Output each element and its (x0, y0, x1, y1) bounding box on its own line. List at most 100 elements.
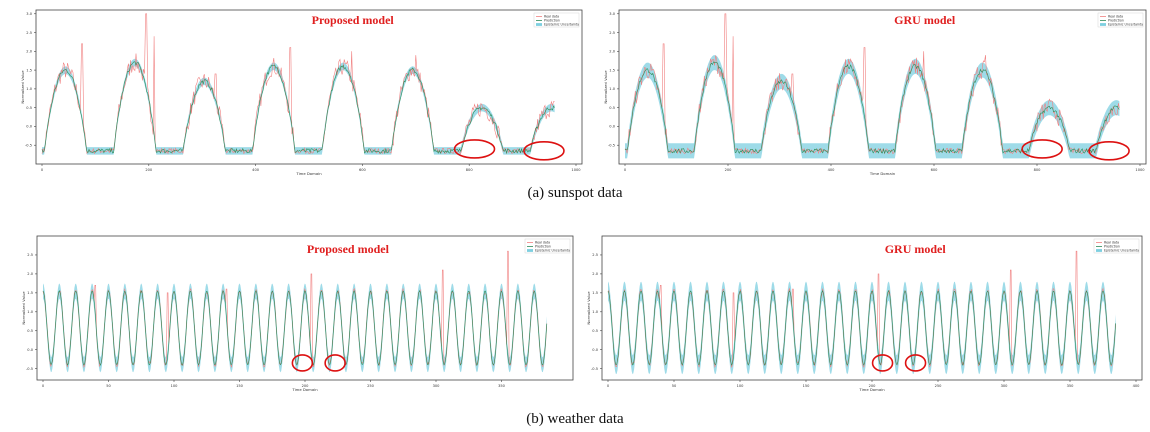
legend-label: Epistemic Uncertainty (535, 249, 570, 253)
y-tick-label: 3.0 (609, 12, 615, 16)
chart-title: GRU model (894, 13, 956, 27)
x-tick-label: 800 (1034, 168, 1042, 172)
x-tick-label: 250 (367, 384, 375, 388)
legend-swatch (1096, 249, 1102, 252)
prediction-line (607, 289, 1116, 366)
x-tick-label: 600 (359, 168, 367, 172)
caption-b: (b) weather data (526, 411, 624, 427)
x-tick-label: 200 (725, 168, 733, 172)
y-tick-label: 0.5 (609, 106, 615, 110)
x-tick-label: 150 (236, 384, 244, 388)
caption-a: (a) sunspot data (527, 185, 623, 201)
chart-panel-2: 0 200 400 600 800 1000 -0.5 0.0 0.5 1.0 1.5 2.0 2.5 3… (603, 9, 1147, 176)
chart-panel-3: 0 50 100 150 200 250 300 350 -0.5 0.0 0.5 1.0 1.5 2.0… (21, 235, 574, 392)
legend-label: Prediction (1104, 245, 1120, 249)
y-tick-label: -0.5 (608, 144, 615, 148)
prediction-line (41, 61, 555, 155)
x-tick-label: 800 (466, 168, 474, 172)
plot-frame (35, 9, 583, 165)
prediction-line (624, 61, 1120, 155)
legend-label: Epistemic Uncertainty (1104, 249, 1139, 253)
y-tick-label: 0.0 (592, 348, 598, 352)
y-tick-label: 0.0 (609, 125, 615, 129)
x-tick-label: 250 (935, 384, 943, 388)
x-tick-label: 1000 (1135, 168, 1145, 172)
y-tick-label: 1.5 (26, 68, 32, 72)
highlight-circle (324, 354, 346, 372)
y-tick-label: 2.5 (592, 253, 598, 257)
y-axis-label: Normalized Value (586, 291, 591, 325)
legend-label: Prediction (544, 19, 560, 23)
x-tick-label: 100 (737, 384, 745, 388)
legend (1093, 238, 1140, 254)
chart-title: Proposed model (307, 242, 390, 256)
y-tick-label: 1.0 (592, 310, 598, 314)
real-data-line (41, 13, 555, 155)
x-tick-label: 0 (607, 384, 610, 388)
legend-label: Prediction (535, 245, 551, 249)
chart-panel-1: 0 200 400 600 800 1000 -0.5 0.0 0.5 1.0 1.5 2.0 2.5 3… (20, 9, 583, 176)
x-tick-label: 350 (498, 384, 506, 388)
x-axis-label: Time Domain (858, 387, 885, 392)
y-tick-label: 2.0 (592, 272, 598, 276)
x-tick-label: 0 (41, 168, 44, 172)
legend-label: Prediction (1108, 19, 1124, 23)
legend-swatch (536, 23, 542, 26)
x-tick-label: 1000 (571, 168, 581, 172)
chart-title: GRU model (885, 242, 947, 256)
y-tick-label: 0.5 (592, 329, 598, 333)
x-tick-label: 400 (252, 168, 260, 172)
y-tick-label: 2.0 (27, 272, 33, 276)
highlight-circle (291, 354, 314, 372)
x-axis-label: Time Domain (291, 387, 318, 392)
y-tick-label: -0.5 (25, 144, 32, 148)
x-axis-label: Time Domain (869, 171, 896, 176)
legend (533, 12, 580, 28)
y-tick-label: 3.0 (26, 12, 32, 16)
legend-label: Epistemic Uncertainty (1108, 23, 1143, 27)
y-tick-label: 2.5 (27, 253, 33, 257)
y-tick-label: -0.5 (591, 367, 598, 371)
y-axis-label: Normalized Value (21, 291, 26, 325)
x-tick-label: 150 (803, 384, 811, 388)
x-tick-label: 0 (42, 384, 45, 388)
legend-swatch (1100, 23, 1106, 26)
y-tick-label: 0.0 (26, 125, 32, 129)
x-tick-label: 0 (624, 168, 627, 172)
x-tick-label: 200 (302, 384, 310, 388)
x-tick-label: 50 (106, 384, 111, 388)
y-tick-label: 0.5 (26, 106, 32, 110)
legend-label: Real data (1108, 15, 1123, 19)
x-tick-label: 100 (171, 384, 179, 388)
y-axis-label: Normalized Value (603, 70, 608, 104)
x-tick-label: 350 (1067, 384, 1075, 388)
x-axis-label: Time Domain (295, 171, 322, 176)
x-tick-label: 50 (672, 384, 677, 388)
y-tick-label: 1.5 (592, 291, 598, 295)
chart-title: Proposed model (312, 13, 395, 27)
highlight-circle (871, 354, 894, 372)
highlight-circle (904, 354, 927, 372)
highlight-circle (523, 141, 565, 161)
highlight-circle (1088, 141, 1130, 161)
x-tick-label: 300 (1001, 384, 1009, 388)
y-tick-label: 0.0 (27, 348, 33, 352)
prediction-line (42, 290, 548, 367)
y-tick-label: 2.5 (26, 31, 32, 35)
x-tick-label: 600 (931, 168, 939, 172)
x-tick-label: 400 (1133, 384, 1141, 388)
y-tick-label: 1.0 (27, 310, 33, 314)
legend (524, 238, 571, 254)
y-tick-label: 0.5 (27, 329, 33, 333)
plot-frame (618, 9, 1147, 165)
y-tick-label: 1.5 (609, 68, 615, 72)
legend (1097, 12, 1144, 28)
legend-label: Epistemic Uncertainty (544, 23, 579, 27)
highlight-circle (1021, 139, 1063, 159)
y-axis-label: Normalized Value (20, 70, 25, 104)
y-tick-label: -0.5 (26, 367, 33, 371)
plot-frame (601, 235, 1143, 381)
y-tick-label: 1.0 (26, 87, 32, 91)
x-tick-label: 300 (433, 384, 441, 388)
